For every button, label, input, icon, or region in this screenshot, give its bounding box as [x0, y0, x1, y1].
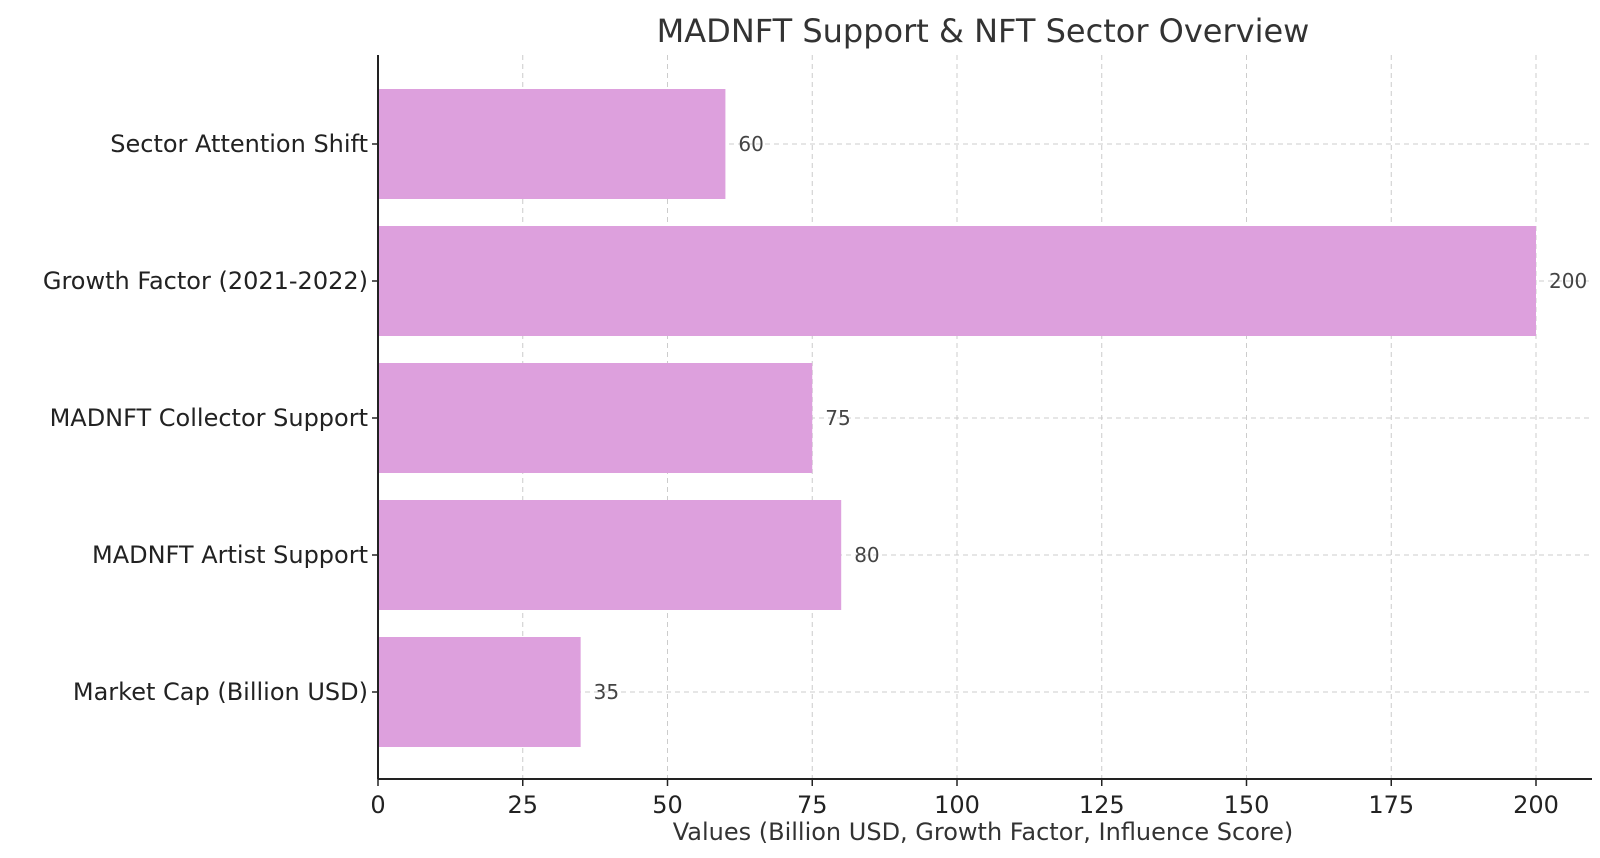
x-tick-label: 50: [652, 791, 683, 819]
x-tick-label: 200: [1513, 791, 1559, 819]
bar: [378, 363, 813, 473]
bars: [378, 89, 1536, 747]
x-axis-label: Values (Billion USD, Growth Factor, Infl…: [673, 818, 1294, 846]
x-tick-label: 150: [1224, 791, 1270, 819]
bar-value-label: 80: [854, 543, 879, 567]
x-tick-label: 25: [507, 791, 538, 819]
y-tick-label: MADNFT Collector Support: [50, 404, 368, 432]
y-tick-label: Market Cap (Billion USD): [73, 678, 368, 706]
bar-value-label: 200: [1549, 269, 1587, 293]
bar: [378, 637, 581, 747]
x-tick-label: 100: [934, 791, 980, 819]
x-tick-label: 175: [1368, 791, 1414, 819]
bar: [378, 226, 1536, 336]
bar: [378, 500, 842, 610]
chart-title: MADNFT Support & NFT Sector Overview: [657, 12, 1310, 50]
y-tick-label: MADNFT Artist Support: [92, 541, 368, 569]
bar-value-label: 60: [738, 132, 763, 156]
x-tick-label: 0: [370, 791, 385, 819]
y-tick-label: Sector Attention Shift: [110, 130, 368, 158]
x-tick-label: 75: [797, 791, 828, 819]
x-tick-label: 125: [1079, 791, 1125, 819]
labels: 35 Market Cap (Billion USD) 80 MADNFT Artis…: [43, 130, 1587, 819]
y-tick-label: Growth Factor (2021-2022): [43, 267, 368, 295]
bar-value-label: 75: [825, 406, 850, 430]
bar-value-label: 35: [594, 680, 619, 704]
axes: [372, 55, 1592, 786]
bar: [378, 89, 726, 199]
